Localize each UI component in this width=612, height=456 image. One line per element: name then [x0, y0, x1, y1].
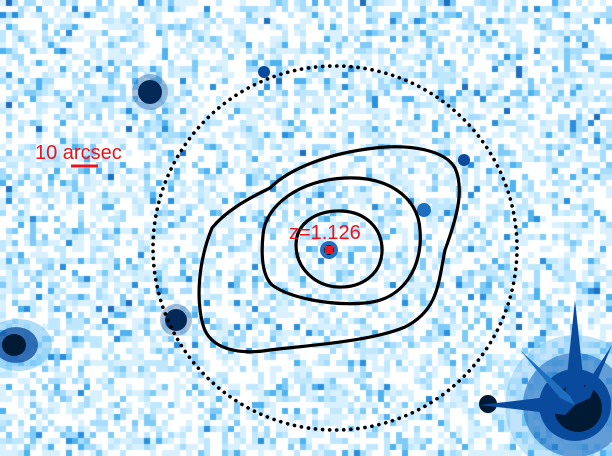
point-source: [160, 304, 192, 336]
aperture-circle: [151, 64, 519, 432]
point-source: [417, 203, 431, 217]
contour-middle: [260, 176, 422, 306]
point-source: [479, 395, 497, 413]
point-source: [132, 74, 168, 110]
scale-bar-label: 10 arcsec: [35, 142, 122, 164]
point-source: [458, 154, 470, 166]
target-marker: [325, 246, 333, 254]
redshift-label: z=1.126: [289, 222, 361, 244]
target-source: [320, 241, 338, 259]
contour-inner: [294, 209, 384, 289]
point-source: [138, 80, 162, 104]
edge-galaxy-left: [0, 319, 52, 371]
scale-bar: 10 arcsec: [35, 142, 122, 168]
bright-star-bottom-right: [480, 300, 612, 456]
xray-contours: [197, 145, 461, 354]
point-sources: [132, 66, 497, 413]
contour-outer: [197, 145, 461, 354]
point-source: [258, 66, 270, 78]
